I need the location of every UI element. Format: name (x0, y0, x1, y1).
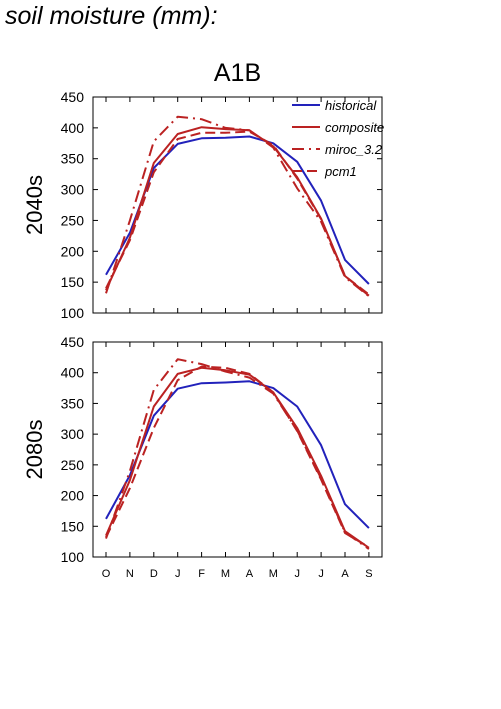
y-tick-label: 300 (61, 426, 85, 442)
x-tick-label: D (150, 568, 158, 580)
y-tick-label: 450 (61, 89, 85, 105)
y-tick-label: 300 (61, 182, 85, 198)
x-tick-label: J (294, 568, 300, 580)
y-tick-label: 350 (61, 395, 85, 411)
y-tick-label: 250 (61, 212, 85, 228)
page-title: soil moisture (mm): (5, 2, 218, 30)
series-line-miroc-3-2 (105, 358, 370, 550)
y-tick-label: 150 (61, 274, 85, 290)
legend-label: miroc_3.2 (325, 142, 383, 157)
y-axis-label: 2080s (22, 420, 47, 480)
legend-label: historical (325, 98, 377, 113)
x-tick-label: A (341, 568, 349, 580)
y-tick-label: 350 (61, 151, 85, 167)
y-tick-label: 400 (61, 365, 85, 381)
x-tick-label: J (175, 568, 181, 580)
plot-frame (92, 341, 383, 558)
y-tick-label: 450 (61, 334, 85, 350)
y-tick-label: 400 (61, 120, 85, 136)
chart-panel-2: 100 150 200 250 300 350 400 450 O N D J F M A M J J A S 2080… (22, 334, 383, 580)
series-line-historical (105, 380, 370, 529)
y-tick-label: 100 (61, 549, 85, 565)
y-tick-label: 150 (61, 518, 85, 534)
legend-label: pcm1 (324, 164, 357, 179)
y-tick-label: 100 (61, 305, 85, 321)
x-tick-label: O (102, 568, 111, 580)
x-tick-label: J (318, 568, 324, 580)
series-line-pcm1 (105, 365, 370, 549)
y-tick-label: 250 (61, 457, 85, 473)
series-line-composite (105, 366, 370, 549)
x-tick-label: S (365, 568, 372, 580)
y-tick-label: 200 (61, 488, 85, 504)
chart-panel-1: 100 150 200 250 300 350 400 450 2040s A1B historic… (22, 59, 384, 321)
series-line-historical (105, 135, 370, 285)
x-tick-label: A (246, 568, 254, 580)
series-line-pcm1 (105, 130, 370, 296)
y-tick-label: 200 (61, 243, 85, 259)
y-axis-label: 2040s (22, 175, 47, 235)
chart-title: A1B (214, 59, 261, 87)
plot-frame (92, 96, 383, 314)
legend: historical composite miroc_3.2 pcm1 (292, 98, 384, 179)
legend-label: composite (325, 120, 384, 135)
x-tick-label: M (269, 568, 278, 580)
x-tick-label: M (221, 568, 230, 580)
x-tick-label: N (126, 568, 134, 580)
x-tick-label: F (198, 568, 205, 580)
